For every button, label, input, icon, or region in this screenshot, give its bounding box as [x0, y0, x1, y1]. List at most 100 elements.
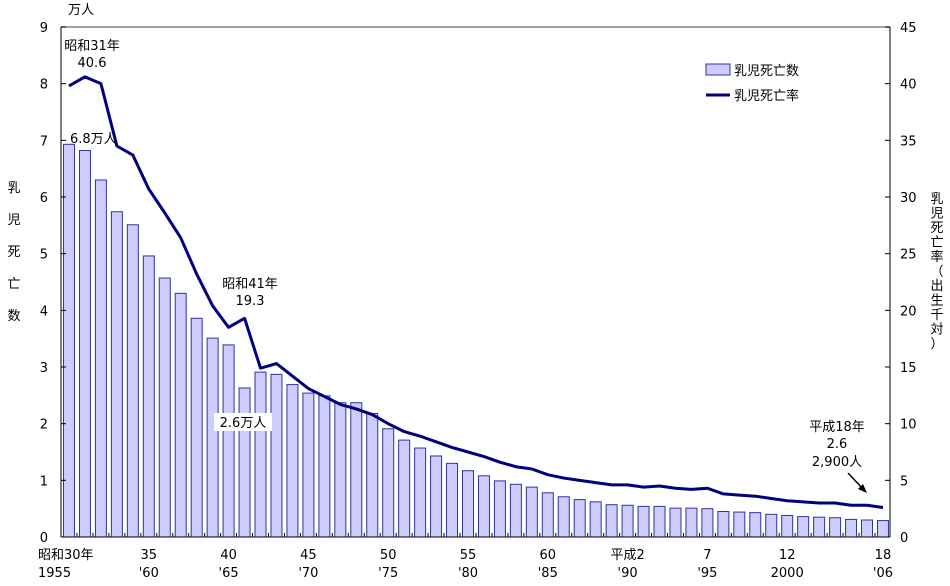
- bar-1984: [526, 487, 537, 537]
- left-tick-label: 8: [40, 78, 48, 93]
- bar-1997: [734, 512, 745, 537]
- axis-title-char: 乳: [7, 181, 20, 196]
- annotation-1955-count: 6.8万人: [70, 132, 117, 147]
- bar-1964: [207, 338, 218, 537]
- bar-1958: [111, 212, 122, 537]
- left-tick-label: 1: [40, 474, 48, 489]
- axis-title-char: 亡: [7, 277, 20, 292]
- bar-2004: [846, 519, 857, 537]
- left-tick-label: 7: [40, 134, 48, 149]
- x-tick-label-bottom: '80: [458, 566, 478, 581]
- legend-label-count: 乳児死亡数: [734, 64, 799, 79]
- x-tick-label-bottom: '60: [139, 566, 159, 581]
- bar-1968: [271, 374, 282, 537]
- left-tick-label: 9: [40, 21, 48, 36]
- bar-2006: [877, 521, 888, 537]
- bar-1957: [95, 180, 106, 537]
- axis-title-char: 児: [930, 207, 943, 222]
- axis-title-char: 亡: [930, 236, 943, 251]
- bar-1977: [415, 448, 426, 537]
- x-tick-label-top: 平成2: [610, 548, 644, 563]
- bar-1985: [542, 493, 553, 537]
- bar-2002: [814, 517, 825, 537]
- legend: 乳児死亡数 乳児死亡率: [706, 64, 799, 104]
- right-tick-label: 0: [900, 531, 908, 546]
- bar-1960: [143, 256, 154, 537]
- bar-1973: [351, 403, 362, 537]
- left-tick-label: 4: [40, 304, 48, 319]
- annotation-1966-year: 昭和41年: [222, 277, 278, 292]
- x-tick-label-top: 40: [220, 548, 237, 563]
- right-tick-label: 25: [900, 248, 917, 263]
- bar-1987: [574, 500, 585, 537]
- x-tick-label-top: 12: [779, 548, 796, 563]
- x-tick-label-top: 7: [703, 548, 711, 563]
- right-tick-label: 20: [900, 304, 917, 319]
- bar-1974: [367, 413, 378, 537]
- axis-title-char: 数: [7, 309, 20, 324]
- bar-2000: [782, 515, 793, 537]
- bar-1996: [718, 512, 729, 538]
- bar-1991: [638, 506, 649, 537]
- bar-1999: [766, 514, 777, 537]
- annotation-1956-rate: 40.6: [78, 56, 107, 71]
- bar-1983: [510, 484, 521, 537]
- legend-swatch-count: [706, 64, 730, 75]
- bar-1980: [463, 471, 474, 537]
- annotation-2006-count: 2,900人: [812, 455, 862, 470]
- axis-title-char: 児: [7, 213, 20, 228]
- x-tick-label-top: 55: [460, 548, 477, 563]
- bar-1995: [702, 509, 713, 537]
- axis-title-char: 率: [930, 249, 943, 265]
- bar-1971: [319, 396, 330, 537]
- right-tick-label: 30: [900, 191, 917, 206]
- right-tick-label: 10: [900, 418, 917, 433]
- left-tick-label: 5: [40, 248, 48, 263]
- bar-1990: [622, 505, 633, 537]
- bar-2003: [830, 518, 841, 537]
- bar-1969: [287, 385, 298, 537]
- x-tick-label-bottom: '06: [873, 566, 893, 581]
- axis-title-char: 対: [930, 323, 943, 338]
- axis-title-char: 死: [930, 221, 943, 236]
- axis-title-char: 千: [930, 308, 943, 323]
- right-tick-label: 5: [900, 474, 908, 489]
- left-tick-label: 0: [40, 531, 48, 546]
- annotation-2006-year: 平成18年: [809, 420, 865, 435]
- annotation-1966-rate: 19.3: [236, 294, 265, 309]
- bar-series-count: [64, 144, 889, 537]
- bar-1961: [159, 278, 170, 537]
- left-axis-title: 乳児死亡数: [7, 181, 20, 324]
- legend-label-rate: 乳児死亡率: [734, 88, 799, 104]
- axis-title-char: 生: [930, 294, 943, 309]
- bar-1992: [654, 506, 665, 537]
- bar-1967: [255, 372, 266, 537]
- bar-1998: [750, 513, 761, 537]
- x-tick-label-bottom: '75: [378, 566, 398, 581]
- bar-1975: [383, 429, 394, 537]
- right-tick-label: 15: [900, 361, 917, 376]
- bar-1959: [127, 225, 138, 537]
- bar-1955: [64, 144, 75, 537]
- annotation-arrow: [848, 473, 867, 493]
- x-tick-label-bottom: 1955: [38, 566, 71, 581]
- bar-1970: [303, 393, 314, 537]
- bar-1994: [686, 508, 697, 537]
- bar-2001: [798, 517, 809, 537]
- x-tick-label-top: 60: [540, 548, 557, 563]
- right-tick-label: 40: [900, 78, 917, 93]
- axis-title-char: 死: [7, 245, 20, 260]
- bar-1962: [175, 293, 186, 537]
- x-tick-label-top: 18: [875, 548, 892, 563]
- left-tick-label: 6: [40, 191, 48, 206]
- bar-1972: [335, 403, 346, 537]
- bar-1986: [558, 497, 569, 537]
- bar-1966: [239, 388, 250, 537]
- bar-1963: [191, 318, 202, 537]
- bar-1989: [606, 505, 617, 537]
- bar-1982: [494, 481, 505, 537]
- bar-1993: [670, 508, 681, 537]
- x-tick-label-top: 35: [141, 548, 158, 563]
- x-tick-label-top: 45: [300, 548, 317, 563]
